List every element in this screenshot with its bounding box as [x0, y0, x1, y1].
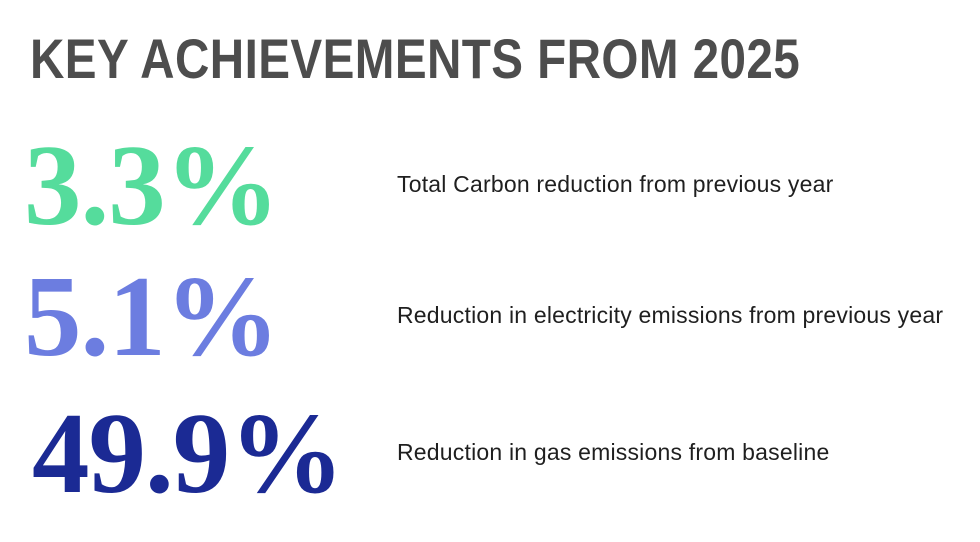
- stat-label-electricity: Reduction in electricity emissions from …: [397, 302, 944, 329]
- stat-value-total-carbon: 3.3%: [24, 121, 280, 249]
- stat-row-gas: 49.9% Reduction in gas emissions from ba…: [0, 393, 980, 513]
- stat-value-gas: 49.9%: [32, 389, 344, 517]
- page-title: KEY ACHIEVEMENTS FROM 2025: [30, 27, 801, 90]
- stat-value-electricity: 5.1%: [24, 252, 280, 380]
- stat-label-total-carbon: Total Carbon reduction from previous yea…: [397, 171, 834, 198]
- stat-row-electricity: 5.1% Reduction in electricity emissions …: [0, 256, 980, 376]
- stat-row-total-carbon: 3.3% Total Carbon reduction from previou…: [0, 125, 980, 245]
- stat-label-gas: Reduction in gas emissions from baseline: [397, 439, 830, 466]
